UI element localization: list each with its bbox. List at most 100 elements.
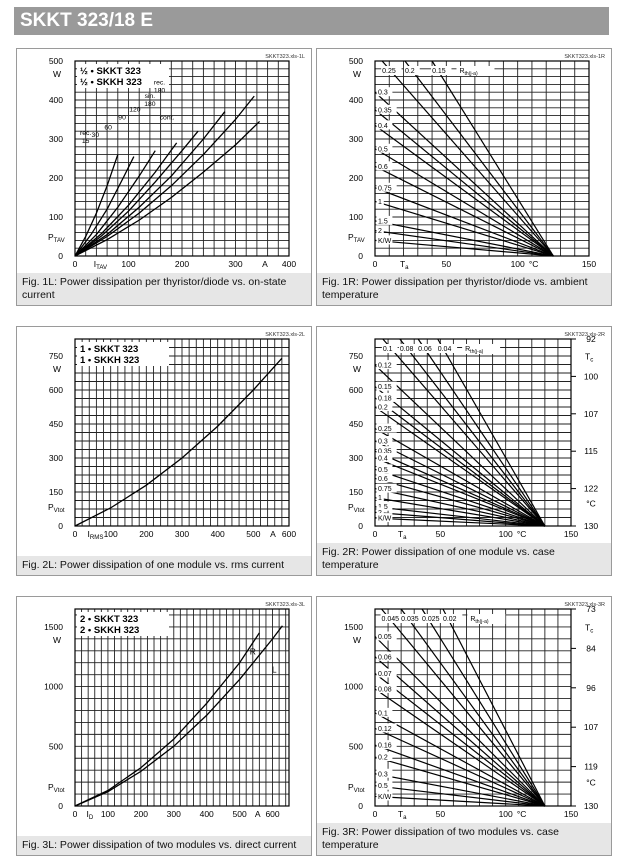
rth-line [374, 187, 554, 257]
rth-left-label: 0.35 [378, 449, 392, 456]
y-tick-label: 150 [49, 487, 63, 497]
rth-top-label: 0.02 [443, 616, 457, 623]
rth-left-label-bg [376, 381, 397, 391]
rth-left-label-bg [376, 683, 397, 693]
y-tick-label: 1000 [44, 682, 63, 692]
rth-line [374, 672, 546, 807]
x-tick-label: 50 [442, 259, 452, 269]
x-tick-label: 150 [564, 809, 578, 819]
y-axis-label: PVtot [348, 782, 365, 794]
rth-left-label-bg [376, 446, 397, 456]
curve-label: cont. [160, 115, 175, 122]
rth-line [374, 506, 545, 527]
rth-top-label-bg [417, 344, 438, 353]
y-axis-label: PTAV [48, 232, 66, 244]
x-axis-label: Ta [398, 809, 407, 821]
rth-line [374, 785, 545, 807]
tc-axis-unit: °C [586, 777, 596, 787]
y-tick-label: 0 [58, 521, 63, 531]
rth-top-label: 0.08 [400, 346, 414, 353]
rth-left-label: 0.6 [378, 164, 388, 171]
plot-frame [74, 338, 290, 527]
x-tick-label: 600 [282, 529, 296, 539]
rth-left-label-bg [376, 423, 397, 433]
y-tick-label: 1000 [344, 682, 363, 692]
rth-line [374, 200, 554, 257]
rth-left-label-bg [376, 120, 393, 130]
rth-line [374, 511, 545, 527]
y-tick-label: 750 [349, 351, 363, 361]
legend-box [77, 342, 169, 366]
series-curve-4 [74, 130, 199, 257]
plot-frame [374, 60, 590, 257]
rth-left-label: 0.5 [378, 467, 388, 474]
tc-axis-label: Tc [585, 623, 593, 635]
figure-1l: SKKT323.xls-1L 0 100 200 300 400 ITAV A 0 100 200 3… [16, 48, 312, 306]
rth-line [374, 477, 546, 527]
figure-code: SKKT323.xls-3R [564, 602, 605, 608]
curve-label: 120 [129, 107, 141, 114]
rth-top-label-bg [380, 614, 406, 623]
rth-left-label-bg [376, 507, 384, 517]
x-tick-label: 300 [167, 809, 181, 819]
y-tick-label: 1500 [44, 622, 63, 632]
tc-tick-label: 96 [586, 683, 596, 693]
rth-left-label-bg [376, 453, 393, 462]
chart-1r: SKKT323.xls-1R 0 50 100 150 Ta °C 0 100 200 300 400… [348, 54, 605, 271]
y-axis-unit: W [353, 364, 361, 374]
y-tick-label: 500 [349, 56, 363, 66]
plot-frame [74, 60, 290, 257]
rth-line [374, 397, 546, 527]
plot-frame [74, 608, 290, 807]
rth-left-label-bg [376, 104, 397, 114]
rth-left-label-bg [376, 668, 397, 678]
legend-box [77, 64, 169, 88]
x-tick-label: 200 [175, 259, 189, 269]
legend-entry: 1 • SKKH 323 [80, 355, 139, 366]
rth-left-label: 0.6 [378, 476, 388, 483]
x-tick-label: 150 [582, 259, 596, 269]
rth-left-label: 0.18 [378, 395, 392, 402]
x-axis-unit: A [255, 809, 261, 819]
series-curve-1 [74, 625, 283, 807]
y-axis-unit: W [53, 635, 61, 645]
y-tick-label: 0 [358, 801, 363, 811]
y-axis-unit: W [53, 69, 61, 79]
rth-line [374, 386, 546, 527]
rth-top-label-bg [381, 66, 402, 75]
rth-line [374, 428, 546, 527]
figure-2l: SKKT323.xls-2L 0 100 200 300 400 500 600 IRMS A 0 1… [16, 326, 312, 576]
rth-left-label-bg [376, 215, 393, 225]
rth-label-bg [467, 614, 506, 624]
rth-left-label: 0.07 [378, 671, 392, 678]
rth-left-label: 0.08 [378, 686, 392, 693]
rth-line [374, 488, 545, 527]
rth-line [374, 468, 546, 527]
x-axis-unit: A [262, 259, 268, 269]
tc-tick-label: 115 [584, 446, 598, 456]
x-tick-label: 300 [175, 529, 189, 539]
rth-top-label: 0.2 [405, 68, 415, 75]
rth-left-label: 0.5 [378, 146, 388, 153]
x-tick-label: 100 [121, 259, 135, 269]
rth-left-label: 0.5 [378, 783, 388, 790]
rth-line [381, 608, 546, 807]
y-axis-label: PVtot [48, 782, 65, 794]
chart-2r: SKKT323.xls-2R 0 50 100 150 Ta °C 0 150 300 450 600… [348, 332, 605, 541]
rth-left-label-bg [376, 392, 397, 402]
legend-entry: 1 • SKKT 323 [80, 344, 138, 355]
y-axis-label: PVtot [348, 502, 365, 514]
tc-tick-label: 130 [584, 801, 598, 811]
rth-left-label-bg [376, 723, 397, 733]
x-axis-unit: A [270, 529, 276, 539]
page-title: SKKT 323/18 E [14, 7, 609, 35]
rth-left-label-bg [376, 752, 393, 762]
rth-line [400, 608, 546, 807]
rth-top-label: 0.04 [438, 346, 452, 353]
rth-top-label: 0.045 [382, 616, 400, 623]
rth-left-label-bg [376, 402, 393, 411]
rth-line [404, 60, 554, 257]
rth-left-label: 0.16 [378, 743, 392, 750]
y-tick-label: 500 [349, 741, 363, 751]
y-tick-label: 400 [49, 95, 63, 105]
